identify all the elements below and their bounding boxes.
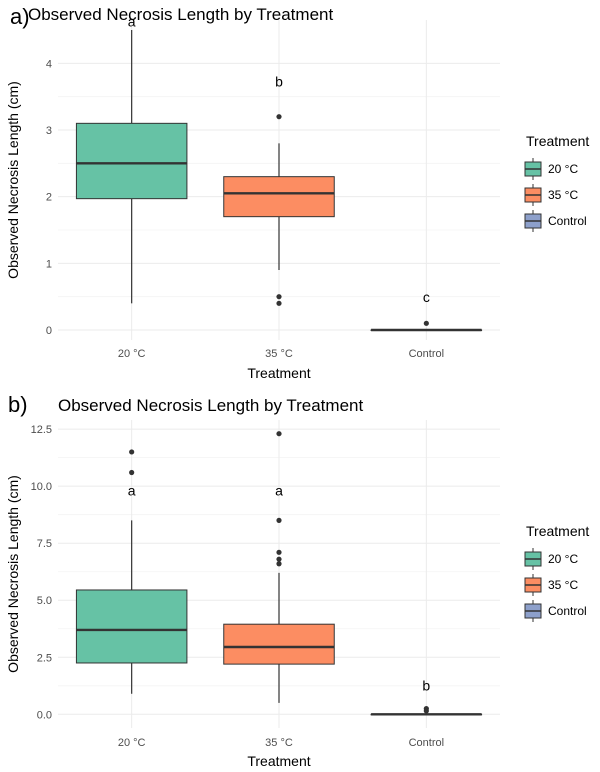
legend-label: Control [548, 214, 587, 228]
legend-label: 20 °C [548, 552, 578, 566]
outlier-point [276, 300, 282, 306]
y-axis-title: Observed Necrosis Length (cm) [5, 81, 21, 279]
y-tick-label: 3 [46, 125, 52, 137]
y-tick-label: 4 [46, 58, 52, 70]
outlier-point [129, 449, 135, 455]
outlier-point [423, 320, 429, 326]
significance-letter: b [422, 677, 430, 693]
y-tick-label: 1 [46, 258, 52, 270]
x-axis-title: Treatment [247, 753, 310, 769]
panel-label: b) [8, 392, 28, 417]
legend-title: Treatment [526, 523, 589, 539]
y-tick-label: 0.0 [37, 709, 52, 721]
x-tick-label: Control [409, 737, 444, 749]
y-tick-label: 7.5 [37, 538, 52, 550]
legend-entry: 20 °C [524, 158, 578, 180]
legend-entry: Control [524, 210, 587, 232]
box-iqr [223, 623, 335, 665]
legend-entry: 35 °C [524, 574, 578, 596]
box-20c: a [75, 14, 188, 304]
chart-title: Observed Necrosis Length by Treatment [58, 396, 363, 415]
box-20c: a [75, 449, 188, 694]
legend-entry: 20 °C [524, 548, 578, 570]
outlier-point [276, 431, 282, 437]
y-axis-title: Observed Necrosis Length (cm) [5, 475, 21, 673]
legend-label: 35 °C [548, 188, 578, 202]
box-35c: a [223, 431, 335, 703]
panel-label: a) [10, 4, 30, 29]
outlier-point [276, 114, 282, 120]
x-tick-label: 35 °C [265, 737, 293, 749]
box-control: b [370, 677, 483, 716]
legend: Treatment 20 °C 35 °C Control [524, 133, 589, 232]
legend-entry: Control [524, 600, 587, 622]
outlier-point [423, 708, 429, 714]
y-tick-label: 10.0 [31, 481, 52, 493]
significance-letter: a [128, 482, 136, 498]
box-iqr [223, 176, 335, 218]
box-35c: b [223, 74, 335, 306]
box-iqr [75, 122, 188, 200]
significance-letter: a [275, 482, 283, 498]
y-tick-label: 5.0 [37, 595, 52, 607]
y-tick-label: 0 [46, 325, 52, 337]
y-tick-label: 2 [46, 192, 52, 204]
significance-letter: b [275, 74, 283, 90]
legend: Treatment 20 °C 35 °C Control [524, 523, 589, 622]
legend-label: 20 °C [548, 162, 578, 176]
significance-letter: a [128, 14, 136, 30]
x-tick-label: Control [409, 348, 444, 360]
chart-title: Observed Necrosis Length by Treatment [28, 5, 333, 24]
x-tick-label: 20 °C [118, 348, 146, 360]
outlier-point [276, 517, 282, 523]
x-tick-label: 20 °C [118, 737, 146, 749]
y-tick-label: 12.5 [31, 424, 52, 436]
legend-label: 35 °C [548, 578, 578, 592]
outlier-point [276, 294, 282, 300]
x-axis-title: Treatment [247, 365, 310, 381]
outlier-point [276, 561, 282, 567]
outlier-point [129, 469, 135, 476]
outlier-point [276, 549, 282, 555]
chart-a: 0 1 2 3 4 20 °C 35 °C Control Treatment Observed … [5, 4, 589, 381]
legend-entry: 35 °C [524, 184, 578, 206]
chart-b: 0.02.55.07.510.012.520 °C 35 °C ControlTre… [5, 392, 589, 769]
legend-label: Control [548, 604, 587, 618]
y-tick-label: 2.5 [37, 652, 52, 664]
x-tick-label: 35 °C [265, 348, 293, 360]
box-control: c [370, 289, 483, 332]
outlier-point [276, 556, 282, 562]
significance-letter: c [423, 289, 430, 305]
box-iqr [75, 589, 188, 664]
legend-title: Treatment [526, 133, 589, 149]
